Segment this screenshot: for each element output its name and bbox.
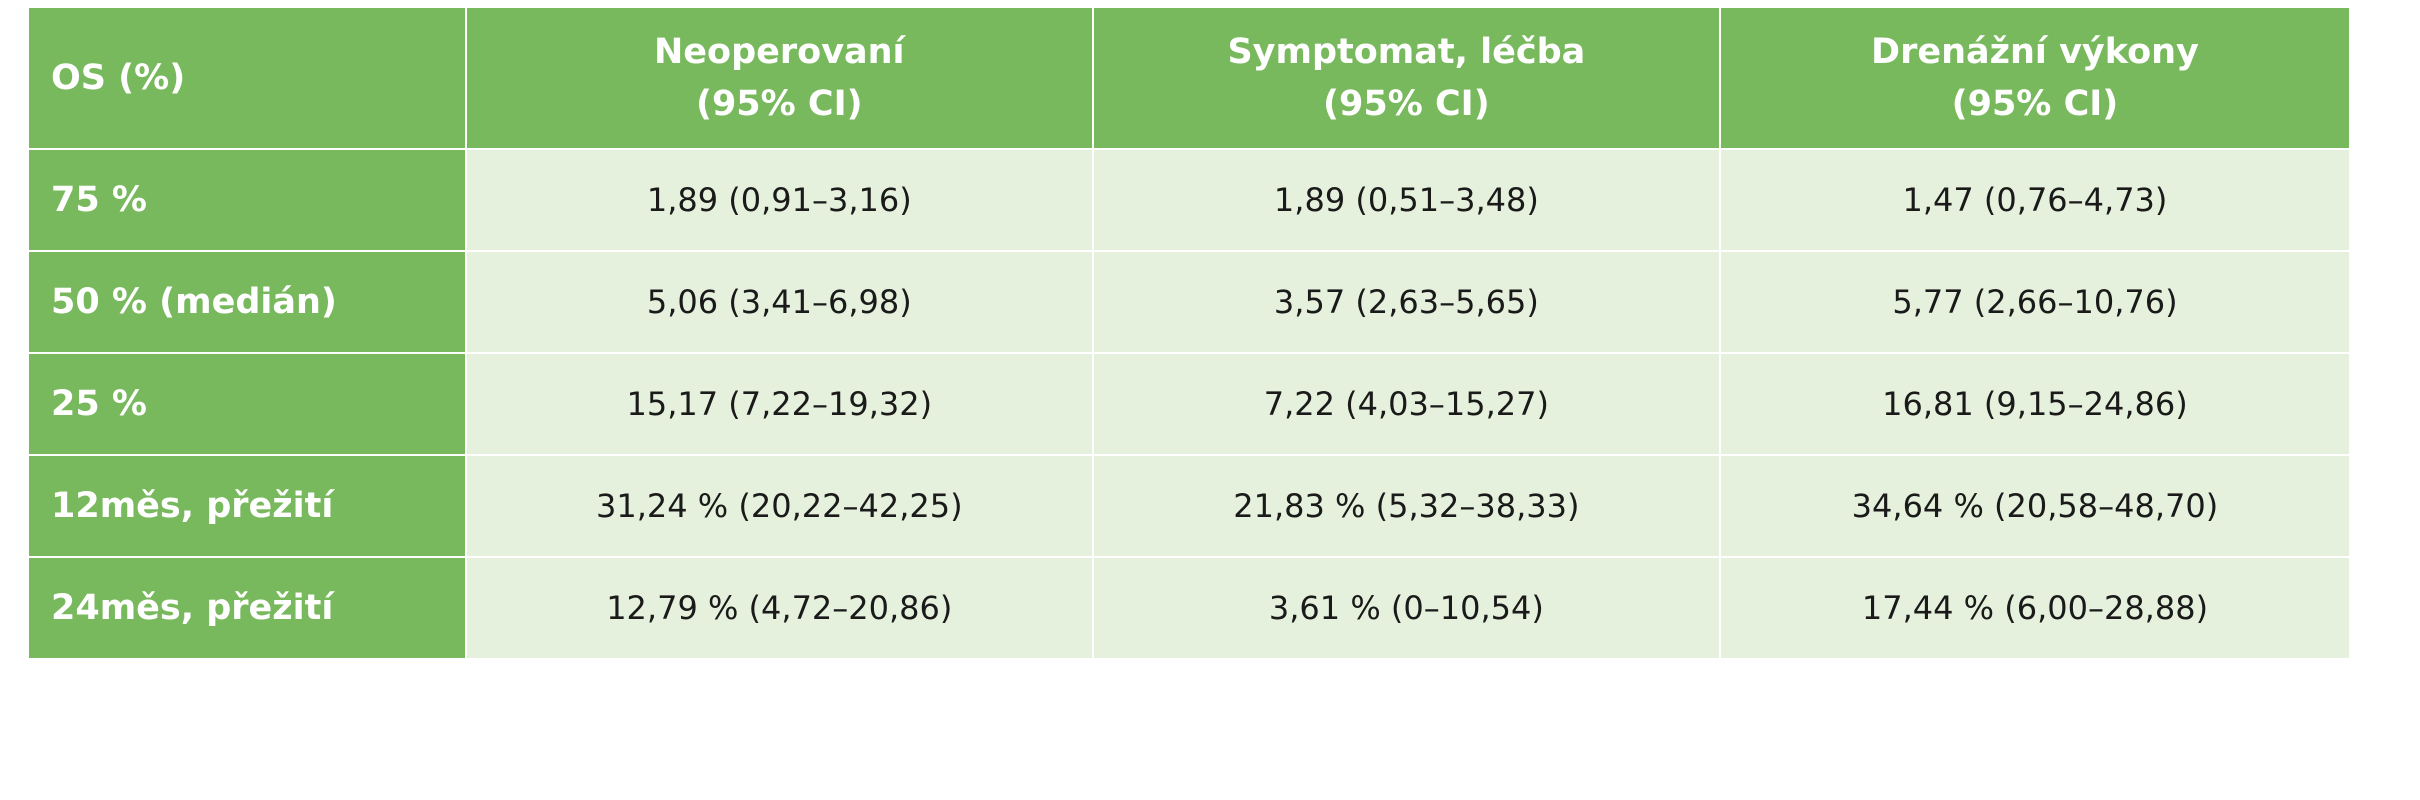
header-drenazni-vykony-title: Drenážní výkony <box>1871 32 2199 72</box>
row-label: 75 % <box>29 148 467 251</box>
table-cell: 5,77 (2,66–10,76) <box>1719 250 2349 353</box>
row-label: 12měs, přežití <box>29 454 467 557</box>
header-symptomat-lecba-title: Symptomat, léčba <box>1227 32 1586 72</box>
table-row: 24měs, přežití 12,79 % (4,72–20,86) 3,61… <box>29 556 2349 658</box>
header-symptomat-lecba: Symptomat, léčba (95% CI) <box>1092 8 1721 149</box>
row-label: 50 % (medián) <box>29 250 467 353</box>
table-cell: 12,79 % (4,72–20,86) <box>465 556 1094 658</box>
table-cell: 16,81 (9,15–24,86) <box>1719 352 2349 455</box>
table-cell: 17,44 % (6,00–28,88) <box>1719 556 2349 658</box>
row-label: 25 % <box>29 352 467 455</box>
header-row: OS (%) Neoperovaní (95% CI) Symptomat, l… <box>29 8 2349 149</box>
header-neoperovani-title: Neoperovaní <box>654 32 905 72</box>
header-label-os: OS (%) <box>29 8 467 149</box>
table-body: 75 % 1,89 (0,91–3,16) 1,89 (0,51–3,48) 1… <box>29 148 2349 658</box>
table-header: OS (%) Neoperovaní (95% CI) Symptomat, l… <box>29 8 2349 149</box>
header-neoperovani-ci: (95% CI) <box>695 84 863 124</box>
survival-table: OS (%) Neoperovaní (95% CI) Symptomat, l… <box>29 8 2349 658</box>
table-cell: 3,57 (2,63–5,65) <box>1092 250 1721 353</box>
header-drenazni-vykony-ci: (95% CI) <box>1951 84 2119 124</box>
survival-table-container: OS (%) Neoperovaní (95% CI) Symptomat, l… <box>29 8 2349 658</box>
table-cell: 34,64 % (20,58–48,70) <box>1719 454 2349 557</box>
table-row: 25 % 15,17 (7,22–19,32) 7,22 (4,03–15,27… <box>29 352 2349 455</box>
table-cell: 31,24 % (20,22–42,25) <box>465 454 1094 557</box>
table-cell: 21,83 % (5,32–38,33) <box>1092 454 1721 557</box>
row-label: 24měs, přežití <box>29 556 467 658</box>
table-cell: 1,47 (0,76–4,73) <box>1719 148 2349 251</box>
table-cell: 3,61 % (0–10,54) <box>1092 556 1721 658</box>
table-cell: 15,17 (7,22–19,32) <box>465 352 1094 455</box>
table-cell: 7,22 (4,03–15,27) <box>1092 352 1721 455</box>
header-drenazni-vykony: Drenážní výkony (95% CI) <box>1719 8 2349 149</box>
header-neoperovani: Neoperovaní (95% CI) <box>465 8 1094 149</box>
header-symptomat-lecba-ci: (95% CI) <box>1323 84 1490 124</box>
table-cell: 1,89 (0,51–3,48) <box>1092 148 1721 251</box>
table-row: 50 % (medián) 5,06 (3,41–6,98) 3,57 (2,6… <box>29 250 2349 353</box>
table-row: 12měs, přežití 31,24 % (20,22–42,25) 21,… <box>29 454 2349 557</box>
table-cell: 5,06 (3,41–6,98) <box>465 250 1094 353</box>
table-cell: 1,89 (0,91–3,16) <box>465 148 1094 251</box>
table-row: 75 % 1,89 (0,91–3,16) 1,89 (0,51–3,48) 1… <box>29 148 2349 251</box>
